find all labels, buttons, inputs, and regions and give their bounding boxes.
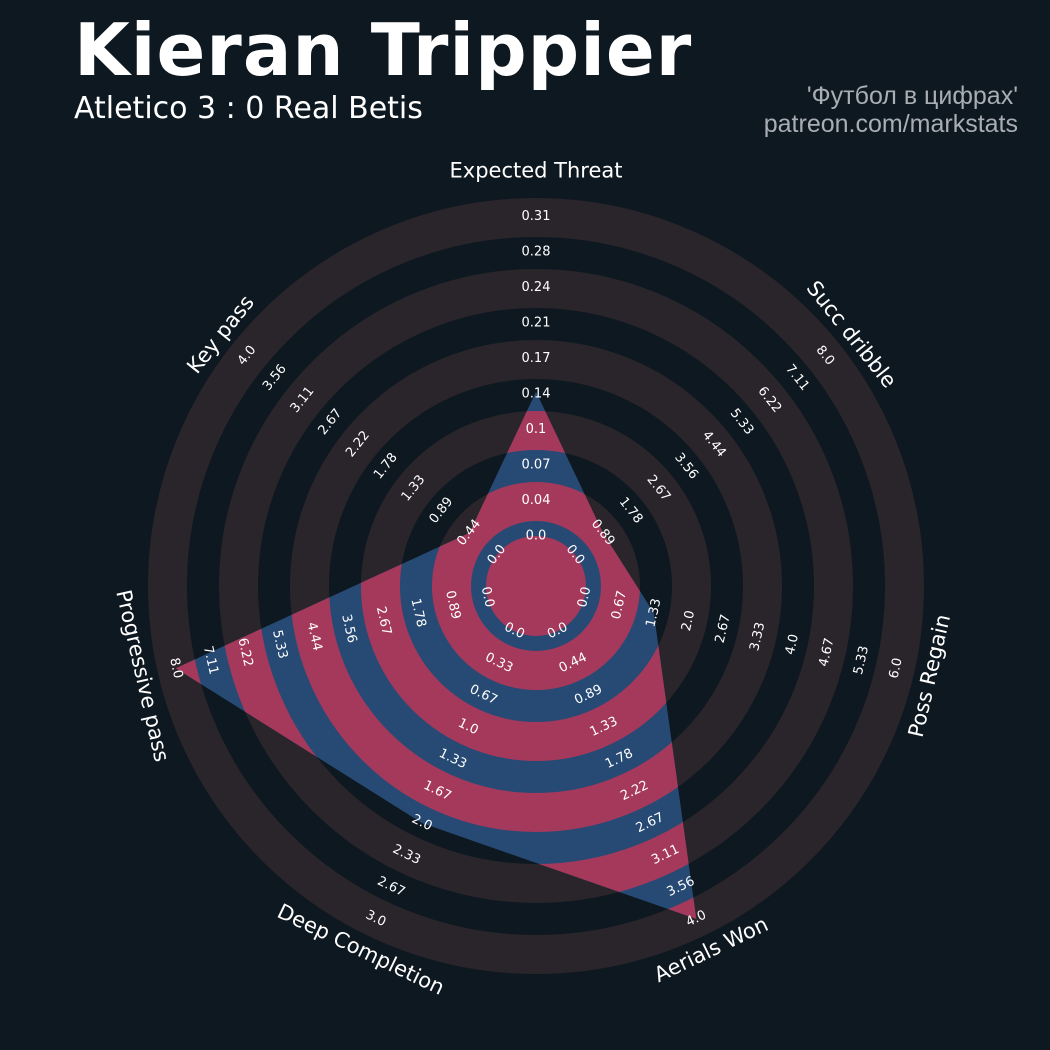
param-label: Expected Threat — [450, 159, 623, 183]
tick-label: 5.33 — [851, 645, 872, 677]
tick-label: 0.0 — [478, 585, 497, 609]
tick-label: 0.21 — [522, 316, 551, 331]
background-ring — [219, 269, 853, 903]
tick-label: 0.0 — [575, 585, 594, 609]
tick-label: 0.28 — [522, 245, 551, 260]
player-name: Kieran Trippier — [74, 8, 693, 92]
tick-label: 0.07 — [522, 458, 551, 473]
tick-label: 0.89 — [442, 589, 463, 621]
tick-label: 0.0 — [526, 529, 547, 544]
tick-label: 0.17 — [522, 351, 551, 366]
tick-label: 0.1 — [526, 422, 547, 437]
tick-label: 0.67 — [609, 589, 630, 621]
tick-label: 1.78 — [407, 597, 428, 629]
tick-label: 2.67 — [375, 874, 408, 900]
match-subtitle: Atletico 3 : 0 Real Betis — [74, 91, 423, 126]
tick-label: 4.44 — [304, 621, 325, 653]
credit-line-1: 'Футбол в цифрах' — [806, 82, 1018, 110]
tick-label: 0.31 — [522, 209, 551, 224]
tick-label: 1.33 — [643, 597, 664, 629]
tick-label: 0.24 — [522, 280, 551, 295]
tick-label: 0.04 — [522, 493, 551, 508]
tick-label: 2.0 — [679, 609, 698, 633]
tick-label: 3.56 — [338, 613, 359, 645]
radar-fill-band — [432, 482, 640, 690]
tick-label: 2.67 — [373, 605, 394, 637]
radar-fill-core — [486, 536, 586, 636]
tick-label: 3.33 — [747, 621, 768, 653]
tick-label: 7.11 — [200, 645, 221, 677]
tick-label: 6.0 — [887, 656, 906, 680]
tick-label: 0.14 — [522, 387, 551, 402]
tick-label: 4.0 — [783, 633, 802, 657]
tick-label: 2.67 — [713, 613, 734, 645]
background-ring — [148, 198, 924, 974]
tick-label: 5.33 — [269, 629, 290, 661]
tick-label: 6.22 — [234, 637, 255, 669]
credit-line-2: patreon.com/markstats — [763, 110, 1018, 138]
tick-label: 8.0 — [166, 656, 185, 680]
tick-label: 4.67 — [816, 637, 837, 669]
